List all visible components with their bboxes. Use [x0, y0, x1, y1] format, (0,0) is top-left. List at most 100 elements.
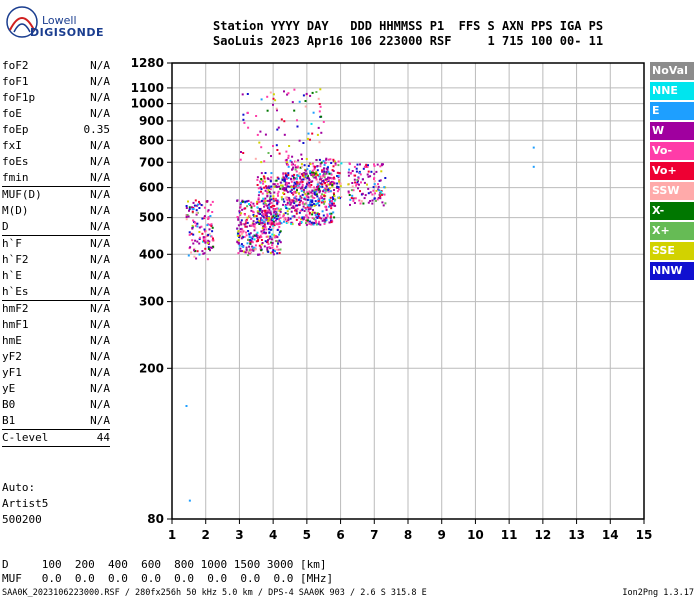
echo-point — [331, 204, 334, 207]
x-tick-label: 13 — [568, 528, 585, 542]
echo-point — [324, 191, 327, 194]
x-tick-label: 1 — [168, 528, 176, 542]
echo-point — [259, 236, 261, 239]
echo-point — [266, 192, 269, 195]
echo-point — [307, 210, 310, 213]
echo-point — [274, 208, 277, 211]
echo-point — [294, 184, 297, 187]
echo-point — [260, 230, 263, 233]
echo-point — [286, 210, 289, 213]
echo-point — [311, 213, 314, 216]
echo-point — [191, 239, 194, 242]
echo-point — [252, 249, 255, 252]
echo-point — [207, 233, 210, 236]
echo-point — [264, 232, 267, 235]
echo-point — [304, 186, 307, 189]
echo-point — [242, 230, 245, 233]
echo-point — [273, 211, 276, 214]
echo-point — [303, 191, 305, 194]
echo-point — [263, 216, 266, 219]
echo-point — [244, 207, 247, 210]
echo-point — [248, 224, 251, 227]
echo-point — [319, 165, 322, 168]
echo-point — [299, 209, 302, 212]
echo-point — [284, 205, 287, 208]
echo-point — [313, 168, 316, 171]
echo-point — [300, 199, 302, 202]
echo-point — [339, 185, 342, 188]
legend-item: SSE — [650, 242, 694, 260]
echo-point — [259, 218, 262, 221]
echo-point — [286, 191, 289, 194]
echo-point — [286, 213, 289, 216]
echo-point — [279, 241, 282, 244]
echo-point — [196, 250, 199, 253]
echo-point — [315, 91, 318, 93]
echo-point — [266, 199, 269, 202]
echo-point — [279, 248, 282, 251]
echo-point — [265, 228, 268, 231]
echo-point — [202, 236, 205, 239]
echo-point — [276, 192, 279, 195]
echo-point — [278, 225, 281, 228]
echo-point — [269, 192, 272, 195]
echo-point — [280, 222, 283, 225]
echo-point — [241, 93, 244, 96]
echo-point — [332, 211, 335, 214]
echo-point — [321, 196, 323, 199]
echo-point — [326, 178, 329, 181]
echo-point — [300, 196, 303, 199]
header-line2: SaoLuis 2023 Apr16 106 223000 RSF 1 715 … — [213, 34, 604, 48]
echo-point — [286, 197, 289, 200]
echo-point — [275, 217, 278, 220]
echo-point — [347, 174, 350, 177]
echo-point — [373, 172, 376, 175]
echo-point — [325, 208, 328, 211]
echo-point — [276, 202, 279, 205]
echo-point — [384, 202, 387, 205]
echo-point — [351, 170, 354, 172]
echo-point — [259, 234, 262, 237]
echo-point — [305, 222, 307, 225]
echo-point — [304, 169, 307, 172]
echo-point — [239, 250, 242, 253]
echo-point — [293, 88, 296, 91]
echo-point — [382, 163, 384, 166]
echo-point — [253, 229, 256, 232]
echo-point — [277, 248, 280, 251]
echo-point — [207, 243, 210, 245]
echo-point — [328, 221, 331, 224]
echo-point — [313, 204, 316, 207]
echo-point — [331, 184, 334, 187]
echo-point — [320, 176, 323, 179]
echo-point — [271, 222, 274, 225]
echo-point — [323, 183, 326, 186]
echo-point — [369, 191, 372, 194]
echo-point — [295, 191, 298, 194]
echo-point — [263, 160, 266, 163]
echo-point — [331, 185, 334, 188]
echo-point — [272, 97, 275, 100]
echo-point — [198, 253, 201, 256]
echo-point — [291, 101, 294, 104]
echo-point — [191, 210, 194, 213]
echo-point — [240, 223, 243, 226]
echo-point — [290, 210, 293, 213]
param-value: N/A — [90, 237, 110, 250]
param-name: yF2 — [2, 350, 22, 363]
echo-point — [365, 163, 368, 166]
echo-point — [332, 180, 335, 183]
echo-point — [259, 208, 262, 211]
echo-point — [336, 182, 339, 185]
echo-point — [262, 175, 265, 178]
echo-point — [282, 173, 285, 176]
param-row: MUF(D) N/A — [2, 186, 110, 203]
echo-point — [310, 200, 313, 203]
param-name: h`E — [2, 269, 22, 282]
echo-point — [236, 199, 239, 202]
echo-point — [236, 241, 239, 244]
echo-point — [266, 207, 269, 209]
echo-point — [312, 223, 315, 226]
echo-point — [317, 97, 320, 100]
echo-point — [314, 200, 317, 203]
